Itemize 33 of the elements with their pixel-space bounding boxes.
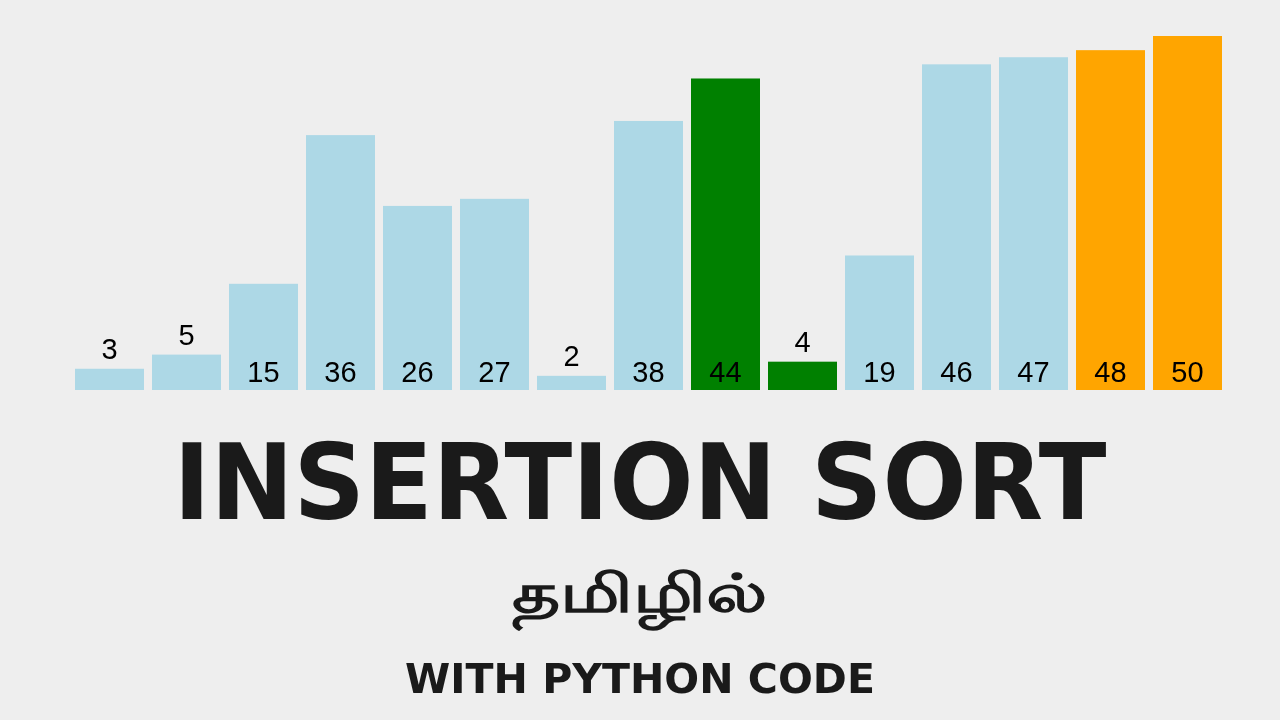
data-label: 4 — [794, 325, 811, 358]
bar — [845, 255, 914, 390]
text: INSERTION SORT — [173, 420, 1107, 544]
data-label: 5 — [178, 318, 195, 351]
data-label: 46 — [940, 356, 973, 388]
bar — [922, 64, 991, 390]
data-label: 15 — [247, 356, 280, 388]
bar — [383, 205, 452, 390]
bar — [691, 78, 760, 390]
text: WITH PYTHON CODE — [405, 655, 875, 703]
bar — [614, 120, 683, 390]
bar — [768, 361, 837, 390]
data-label: 19 — [863, 356, 896, 388]
bar — [537, 375, 606, 390]
bar — [152, 354, 221, 390]
data-label: 36 — [324, 356, 357, 388]
data-label: 27 — [478, 356, 511, 388]
data-label: 38 — [632, 356, 665, 388]
bar — [999, 57, 1068, 390]
data-label: 50 — [1171, 356, 1204, 388]
data-label: 44 — [709, 356, 742, 388]
bar — [460, 198, 529, 390]
data-label: 3 — [101, 332, 118, 365]
data-label: 47 — [1017, 356, 1050, 388]
data-label: 48 — [1094, 356, 1127, 388]
bar — [306, 135, 375, 390]
data-label: 26 — [401, 356, 434, 388]
bar — [1153, 36, 1222, 390]
bar — [75, 368, 144, 390]
bar — [1076, 50, 1145, 390]
text: தமிழில் — [512, 562, 768, 632]
bar — [229, 283, 298, 390]
data-label: 2 — [563, 339, 580, 372]
